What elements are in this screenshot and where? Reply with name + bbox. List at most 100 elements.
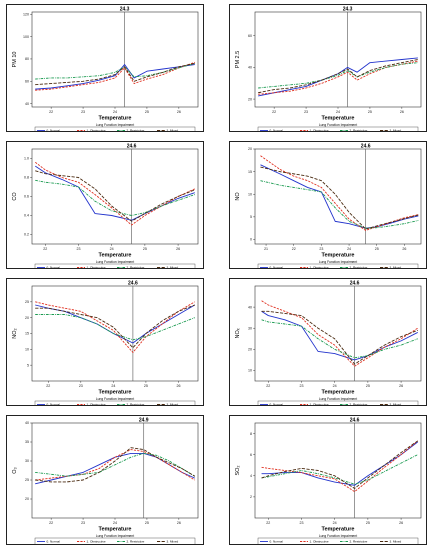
data-point	[354, 357, 355, 359]
y-tick-label: 20	[248, 97, 252, 101]
data-point	[98, 82, 100, 83]
data-point	[384, 467, 385, 468]
data-point	[417, 330, 418, 331]
data-point	[417, 454, 418, 455]
series-line-0	[35, 452, 195, 485]
data-point	[177, 196, 179, 197]
data-point	[143, 453, 144, 454]
data-point	[161, 320, 163, 322]
data-point	[177, 200, 179, 201]
data-point	[133, 76, 135, 78]
legend-item: 0. Normal	[270, 266, 284, 268]
data-point	[334, 207, 336, 209]
data-point	[82, 472, 84, 473]
y-tick-label: 0.2	[24, 233, 29, 237]
x-tick-label: 24	[113, 521, 117, 525]
data-point	[354, 485, 355, 486]
data-point	[34, 479, 36, 481]
data-point	[146, 75, 148, 76]
data-point	[80, 317, 82, 318]
y-tick-label: 20	[25, 316, 29, 320]
data-point	[284, 319, 286, 321]
data-point	[417, 440, 418, 442]
data-point	[111, 210, 112, 211]
data-point	[94, 213, 96, 214]
data-point	[348, 221, 350, 222]
data-point	[50, 481, 52, 483]
legend-item: 2. Restrictive	[350, 266, 368, 268]
data-point	[367, 480, 369, 482]
data-point	[50, 477, 52, 479]
series-line-0	[261, 310, 418, 361]
legend-item: 3. Mixed	[390, 403, 402, 405]
data-point	[50, 83, 52, 84]
data-point	[194, 64, 196, 65]
y-axis-label: SO₂	[235, 465, 241, 475]
data-point	[273, 92, 275, 93]
data-point	[289, 89, 291, 90]
data-point	[66, 85, 68, 87]
legend-box	[257, 263, 419, 268]
data-point	[301, 325, 302, 327]
data-point	[334, 193, 336, 195]
data-point	[284, 470, 286, 471]
data-point	[35, 301, 36, 303]
series-line-2	[35, 314, 195, 341]
data-point	[367, 357, 369, 359]
x-axis-label: Temperature	[99, 390, 132, 396]
y-tick-label: 15	[25, 332, 29, 336]
data-point	[114, 74, 116, 75]
x-tick-label: 26	[177, 110, 181, 114]
series-line-0	[35, 165, 195, 221]
data-point	[50, 479, 52, 481]
data-point	[114, 464, 116, 466]
series-line-3	[35, 62, 195, 86]
data-point	[417, 59, 419, 60]
legend-item: 1. Obstructive	[310, 403, 329, 405]
data-point	[34, 483, 36, 485]
threshold-label: 24.6	[350, 418, 360, 424]
data-point	[194, 477, 196, 479]
data-point	[145, 336, 147, 337]
y-tick-label: 30	[25, 459, 29, 463]
data-point	[334, 481, 335, 483]
data-point	[390, 222, 391, 223]
x-tick-label: 26	[400, 110, 404, 114]
data-point	[376, 227, 377, 228]
data-point	[293, 187, 294, 188]
data-point	[124, 66, 125, 68]
data-point	[181, 472, 183, 473]
legend-item: 1. Obstructive	[310, 129, 329, 131]
data-point	[178, 67, 180, 69]
chart-svg: 24.3 20 40 60 22 23 24 25 26 PM 2.5 TemperatureLun…	[235, 7, 422, 131]
data-point	[82, 479, 84, 481]
data-point	[82, 81, 84, 82]
data-point	[284, 473, 286, 474]
x-axis-label: Temperature	[322, 390, 355, 396]
x-axis-label: Temperature	[322, 116, 355, 122]
data-point	[417, 62, 419, 63]
data-point	[143, 451, 144, 452]
data-point	[114, 456, 116, 458]
data-point	[161, 205, 162, 207]
data-point	[334, 478, 335, 480]
data-point	[401, 64, 403, 65]
legend-item: 3. Mixed	[390, 129, 402, 131]
threshold-label: 24.6	[350, 281, 360, 287]
data-point	[261, 319, 262, 321]
data-point	[354, 483, 355, 485]
data-point	[130, 456, 132, 458]
legend-item: 0. Normal	[270, 540, 284, 544]
y-tick-label: 60	[248, 34, 252, 38]
legend-item: 2. Restrictive	[350, 129, 368, 131]
data-point	[367, 475, 369, 477]
data-point	[317, 470, 319, 471]
legend-item: 3. Mixed	[167, 129, 179, 131]
series-line-1	[35, 61, 195, 91]
legend-item: 1. Obstructive	[87, 540, 106, 544]
data-point	[114, 460, 116, 462]
series-line-2	[35, 179, 195, 216]
y-tick-label: 20	[248, 147, 252, 151]
legend-item: 2. Restrictive	[127, 129, 145, 131]
chart-svg: 24.6 5 10 15 20 25 22 23 24 25 26 NO₂ TemperatureLun…	[12, 281, 199, 405]
